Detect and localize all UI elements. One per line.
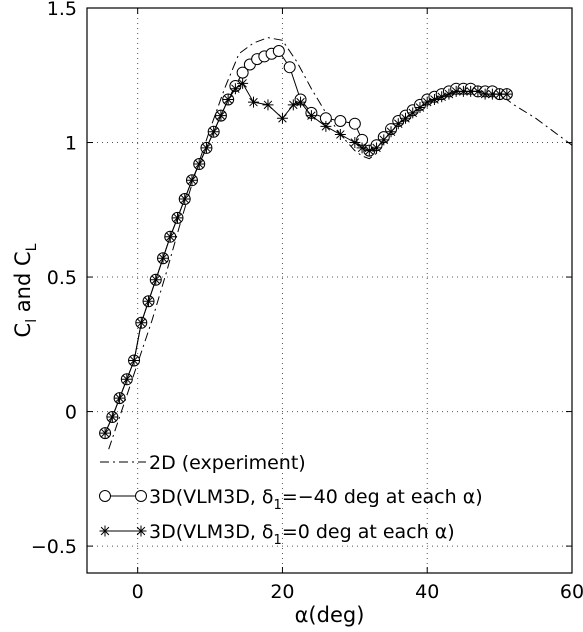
y-tick-label: 1 xyxy=(65,133,77,155)
star-marker xyxy=(334,128,346,140)
legend-item-2: 3D(VLM3D, δ1=−40 deg at each α) xyxy=(99,486,483,513)
star-marker xyxy=(421,96,433,108)
star-marker xyxy=(457,85,469,97)
plot-frame xyxy=(86,7,573,574)
star-marker xyxy=(371,142,383,154)
series-layer xyxy=(99,37,573,450)
y-tick-label: −0.5 xyxy=(31,536,77,558)
star-marker xyxy=(99,525,111,537)
star-marker xyxy=(222,93,234,105)
y-tick-label: 0 xyxy=(65,402,77,424)
star-marker xyxy=(450,85,462,97)
star-marker xyxy=(164,231,176,243)
star-marker xyxy=(501,88,513,100)
x-tick-label: 20 xyxy=(270,581,294,603)
star-marker xyxy=(443,88,455,100)
star-marker xyxy=(472,85,484,97)
circle-marker xyxy=(348,117,361,130)
legend-label: 3D(VLM3D, δ1=0 deg at each α) xyxy=(149,521,455,548)
star-marker xyxy=(106,411,118,423)
x-tick-label: 0 xyxy=(132,581,144,603)
y-tick-label: 0.5 xyxy=(47,267,77,289)
star-marker xyxy=(486,88,498,100)
star-marker xyxy=(135,317,147,329)
circle-marker xyxy=(99,490,111,502)
x-tick-label: 40 xyxy=(415,581,439,603)
y-axis-label-sub-l: l xyxy=(24,319,40,323)
x-tick-label: 60 xyxy=(560,581,583,603)
star-marker xyxy=(229,83,241,95)
star-marker xyxy=(150,274,162,286)
star-marker xyxy=(135,525,147,537)
legend-label: 2D (experiment) xyxy=(149,452,306,474)
series-2 xyxy=(99,45,513,440)
y-tick-label: 1.5 xyxy=(47,0,77,20)
star-marker xyxy=(276,112,288,124)
x-axis-label: α(deg) xyxy=(295,603,365,627)
y-axis-label: Cl and CL xyxy=(11,243,40,337)
star-marker xyxy=(262,99,274,111)
y-axis-label-sub-L: L xyxy=(24,243,40,251)
star-marker xyxy=(215,110,227,122)
star-marker xyxy=(114,392,126,404)
star-marker xyxy=(363,145,375,157)
legend-item-1: 2D (experiment) xyxy=(100,452,306,474)
star-marker xyxy=(200,142,212,154)
star-marker xyxy=(428,93,440,105)
star-marker xyxy=(99,427,111,439)
star-marker xyxy=(247,96,259,108)
star-marker xyxy=(179,193,191,205)
circle-marker xyxy=(135,490,147,502)
y-axis-label-c: C xyxy=(11,323,35,338)
star-marker xyxy=(128,354,140,366)
circle-marker xyxy=(283,61,296,74)
star-marker xyxy=(465,85,477,97)
legend-item-3: 3D(VLM3D, δ1=0 deg at each α) xyxy=(99,521,455,548)
circle-marker xyxy=(272,45,285,58)
star-marker xyxy=(193,158,205,170)
star-marker xyxy=(414,102,426,114)
star-marker xyxy=(378,134,390,146)
star-marker xyxy=(320,120,332,132)
series-3 xyxy=(99,77,513,439)
star-marker xyxy=(494,88,506,100)
circle-marker xyxy=(334,115,347,127)
legend-label: 3D(VLM3D, δ1=−40 deg at each α) xyxy=(149,486,483,513)
star-marker xyxy=(121,373,133,385)
star-marker xyxy=(407,107,419,119)
star-marker xyxy=(295,96,307,108)
star-marker xyxy=(385,126,397,138)
ticks: 0 20 40 60 −0.5 0 0.5 1 1.5 xyxy=(31,0,583,603)
star-marker xyxy=(400,112,412,124)
legend: 2D (experiment) 3D(VLM3D, δ1=−40 deg at e… xyxy=(99,452,483,548)
star-marker xyxy=(479,88,491,100)
star-marker xyxy=(157,252,169,264)
star-marker xyxy=(143,295,155,307)
star-marker xyxy=(392,118,404,130)
star-marker xyxy=(186,174,198,186)
star-marker xyxy=(356,142,368,154)
star-marker xyxy=(287,99,299,111)
star-marker xyxy=(436,91,448,103)
star-marker xyxy=(237,77,249,89)
star-marker xyxy=(349,137,361,149)
star-marker xyxy=(208,126,220,138)
star-marker xyxy=(305,110,317,122)
y-axis-label-and: and C xyxy=(11,251,35,319)
star-marker xyxy=(171,212,183,224)
